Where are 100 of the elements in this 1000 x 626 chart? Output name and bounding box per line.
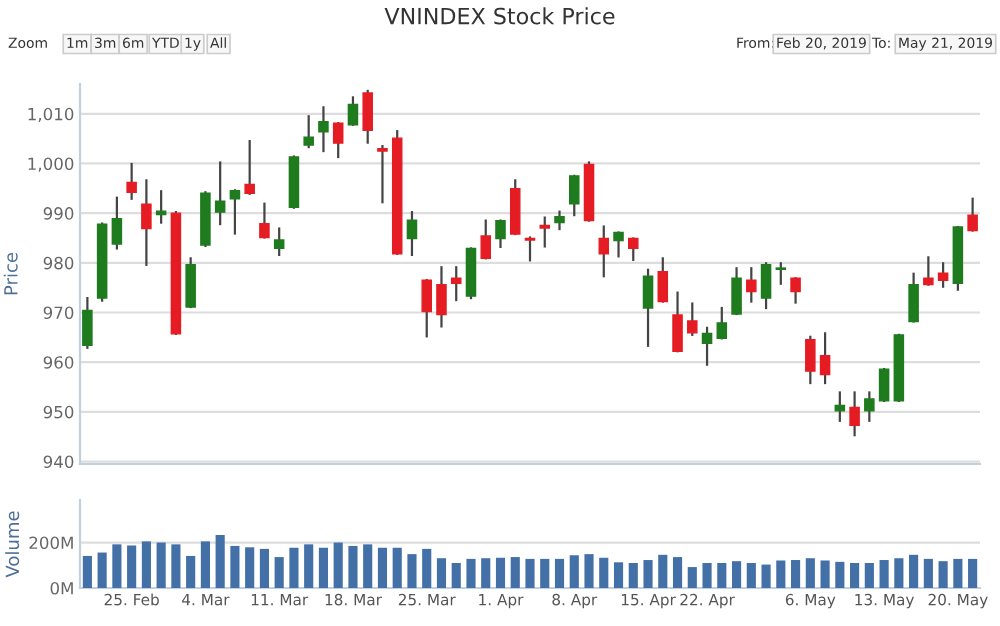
- bar: [97, 552, 107, 588]
- candlestick: [509, 179, 521, 236]
- candlestick: [923, 256, 934, 286]
- candlestick: [244, 140, 255, 195]
- bar: [850, 562, 860, 588]
- candlestick: [126, 162, 137, 200]
- bar: [702, 562, 712, 588]
- bar: [245, 547, 255, 588]
- y-tick-label: 0M: [50, 581, 73, 595]
- candlestick: [746, 267, 757, 303]
- candlestick: [760, 262, 772, 310]
- candlestick: [834, 391, 846, 422]
- bar: [436, 558, 447, 588]
- y-axis-title: Volume: [5, 511, 20, 578]
- candlestick: [332, 122, 344, 159]
- bar: [186, 555, 196, 588]
- bar: [658, 554, 668, 588]
- bar: [909, 554, 919, 588]
- candlestick: [908, 272, 919, 323]
- candlestick: [657, 257, 669, 303]
- y-axis-title: Price: [3, 252, 18, 295]
- candlestick: [362, 89, 373, 144]
- bar: [938, 561, 948, 588]
- y-tick-label: 950: [43, 405, 74, 419]
- candlestick: [229, 189, 241, 235]
- bar: [230, 545, 240, 588]
- bar: [112, 544, 122, 588]
- y-tick-label: 940: [43, 455, 74, 469]
- bar: [407, 554, 417, 588]
- bar: [584, 554, 594, 588]
- bar: [953, 558, 963, 588]
- candlestick: [450, 266, 462, 302]
- candlestick: [672, 291, 683, 353]
- candlestick: [716, 306, 728, 340]
- chart-title: VNINDEX Stock Price: [384, 7, 615, 25]
- candlestick: [937, 262, 949, 288]
- bar: [864, 562, 874, 588]
- y-tick-label: 1,010: [28, 107, 74, 123]
- bar: [363, 544, 373, 588]
- candlestick: [406, 211, 418, 256]
- bar: [451, 562, 461, 588]
- candlestick: [701, 326, 713, 366]
- y-tick-label: 970: [43, 306, 74, 320]
- y-tick-label: 200M: [29, 536, 73, 550]
- bar: [422, 548, 432, 588]
- candlestick: [82, 296, 93, 349]
- candlestick: [524, 236, 536, 262]
- candlestick: [273, 227, 285, 256]
- bar: [569, 555, 579, 588]
- candlestick: [421, 279, 432, 338]
- candlestick: [805, 335, 816, 385]
- bar: [304, 544, 314, 588]
- bar: [377, 547, 388, 588]
- candlestick: [731, 267, 742, 316]
- candlestick: [642, 268, 654, 347]
- bar: [525, 558, 535, 588]
- bar: [171, 544, 181, 588]
- candlestick: [539, 216, 551, 248]
- candlestick: [967, 197, 978, 232]
- bar: [894, 558, 904, 588]
- bar: [392, 547, 402, 588]
- bar: [746, 562, 756, 588]
- bar: [923, 558, 933, 588]
- bar: [791, 560, 801, 588]
- bar: [289, 547, 299, 588]
- candlestick: [318, 106, 329, 153]
- candlestick: [141, 179, 152, 266]
- candlestick: [495, 219, 506, 249]
- bar: [599, 557, 609, 588]
- bar: [200, 541, 210, 588]
- bar: [776, 560, 786, 588]
- bar: [141, 541, 151, 588]
- bar: [968, 558, 978, 588]
- bar: [481, 558, 491, 588]
- bar: [731, 561, 742, 588]
- candlestick: [790, 277, 801, 304]
- candlestick: [185, 257, 196, 309]
- candlestick: [155, 190, 167, 224]
- bar: [554, 558, 565, 588]
- candlestick: [347, 96, 359, 126]
- bar: [510, 557, 520, 588]
- bar: [274, 557, 284, 588]
- candlestick: [377, 144, 388, 204]
- bar: [156, 542, 166, 588]
- bar: [687, 567, 697, 588]
- bar: [835, 561, 845, 588]
- candlestick: [849, 391, 860, 437]
- candlestick: [598, 225, 610, 278]
- candlestick: [259, 202, 270, 239]
- bar: [613, 562, 624, 588]
- candlestick: [819, 332, 831, 385]
- bar: [643, 560, 653, 588]
- candlestick: [214, 161, 226, 226]
- candlestick: [554, 210, 565, 231]
- y-tick-label: 960: [43, 356, 74, 369]
- y-tick-label: 990: [43, 207, 74, 220]
- candlestick: [613, 231, 624, 258]
- bar: [628, 562, 638, 588]
- bar: [82, 555, 92, 588]
- candlestick: [480, 219, 492, 260]
